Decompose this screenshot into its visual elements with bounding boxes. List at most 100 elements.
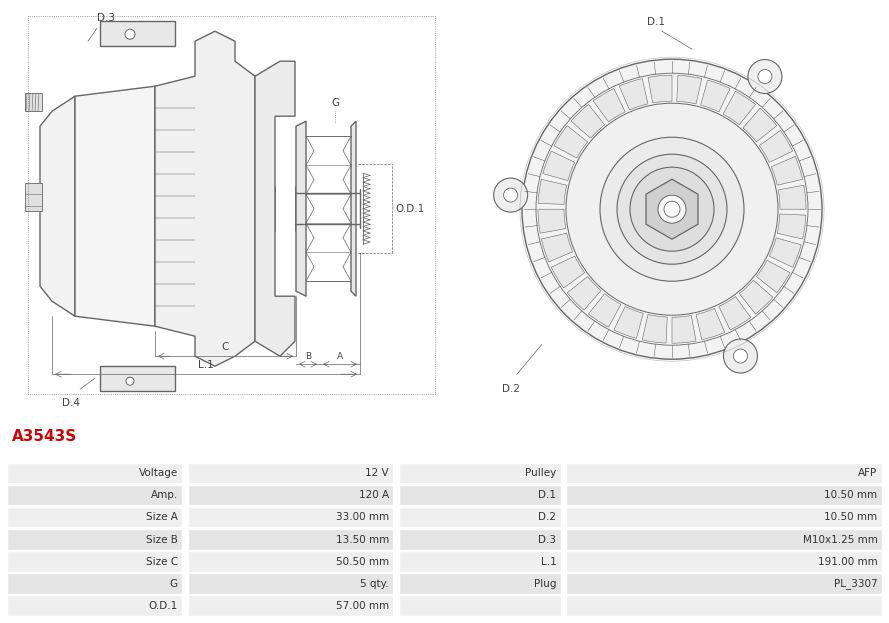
Text: D.1: D.1 [647,17,665,27]
FancyBboxPatch shape [188,485,394,506]
FancyBboxPatch shape [7,463,182,483]
Text: A3543S: A3543S [12,429,76,444]
Polygon shape [696,308,725,340]
Polygon shape [75,86,155,326]
Text: Size C: Size C [146,556,178,566]
Polygon shape [543,151,574,181]
Polygon shape [589,293,621,327]
FancyBboxPatch shape [566,573,882,594]
Text: 13.50 mm: 13.50 mm [336,535,389,545]
Polygon shape [571,105,605,138]
Bar [25,93,42,111]
Polygon shape [719,297,751,330]
Text: D.3: D.3 [538,535,557,545]
Polygon shape [100,366,175,391]
Polygon shape [351,121,356,296]
Circle shape [733,349,748,363]
Circle shape [125,29,135,39]
Text: G: G [170,579,178,589]
Polygon shape [40,96,75,316]
Text: L.1: L.1 [198,360,214,370]
Polygon shape [620,78,648,110]
Polygon shape [593,88,625,122]
FancyBboxPatch shape [399,485,561,506]
Polygon shape [759,130,793,163]
Polygon shape [554,126,588,158]
Circle shape [126,377,134,385]
Text: 10.50 mm: 10.50 mm [824,513,877,523]
FancyBboxPatch shape [566,551,882,572]
Polygon shape [538,209,565,233]
FancyBboxPatch shape [188,596,394,616]
Text: 33.00 mm: 33.00 mm [336,513,389,523]
Polygon shape [648,75,672,103]
Text: D.3: D.3 [97,13,115,23]
Circle shape [522,59,822,359]
Circle shape [600,137,744,281]
Polygon shape [255,61,295,356]
FancyBboxPatch shape [188,507,394,528]
FancyBboxPatch shape [566,507,882,528]
Text: Size A: Size A [146,513,178,523]
FancyBboxPatch shape [188,529,394,550]
Polygon shape [740,280,773,314]
FancyBboxPatch shape [7,573,182,594]
FancyBboxPatch shape [188,463,394,483]
Text: A: A [337,352,343,361]
Text: 57.00 mm: 57.00 mm [336,601,389,611]
Circle shape [748,60,782,93]
FancyBboxPatch shape [188,573,394,594]
FancyBboxPatch shape [566,529,882,550]
Polygon shape [769,238,801,267]
Text: M10x1.25 mm: M10x1.25 mm [803,535,877,545]
Text: D.2: D.2 [538,513,557,523]
Polygon shape [296,121,306,296]
Text: D.4: D.4 [62,398,80,408]
Text: AFP: AFP [858,468,877,478]
Polygon shape [677,75,701,104]
Polygon shape [614,307,644,338]
FancyBboxPatch shape [399,463,561,483]
Circle shape [658,195,686,223]
Polygon shape [701,80,730,112]
FancyBboxPatch shape [566,596,882,616]
FancyBboxPatch shape [7,529,182,550]
Text: B: B [305,352,311,361]
FancyBboxPatch shape [7,551,182,572]
Polygon shape [646,179,698,239]
FancyBboxPatch shape [7,507,182,528]
Polygon shape [778,185,806,209]
Circle shape [630,167,714,251]
Polygon shape [642,315,668,343]
Polygon shape [100,21,175,46]
FancyBboxPatch shape [399,596,561,616]
Polygon shape [541,233,573,262]
Text: 10.50 mm: 10.50 mm [824,490,877,500]
FancyBboxPatch shape [7,596,182,616]
Circle shape [758,70,772,83]
Text: L.1: L.1 [541,556,557,566]
Text: Voltage: Voltage [139,468,178,478]
FancyBboxPatch shape [566,485,882,506]
Polygon shape [538,179,566,204]
Polygon shape [723,91,756,125]
FancyBboxPatch shape [399,507,561,528]
Text: Amp.: Amp. [150,490,178,500]
Text: C: C [222,342,229,352]
FancyBboxPatch shape [399,573,561,594]
FancyBboxPatch shape [399,529,561,550]
Text: 120 A: 120 A [359,490,389,500]
Text: Plug: Plug [533,579,557,589]
Text: Pulley: Pulley [525,468,557,478]
Circle shape [617,155,727,264]
FancyBboxPatch shape [566,463,882,483]
Circle shape [503,188,517,202]
FancyBboxPatch shape [188,551,394,572]
Text: O.D.1: O.D.1 [395,204,424,214]
FancyBboxPatch shape [399,551,561,572]
Text: 12 V: 12 V [365,468,389,478]
Polygon shape [155,31,255,366]
Polygon shape [567,277,601,310]
Polygon shape [772,156,803,185]
Circle shape [566,103,778,315]
